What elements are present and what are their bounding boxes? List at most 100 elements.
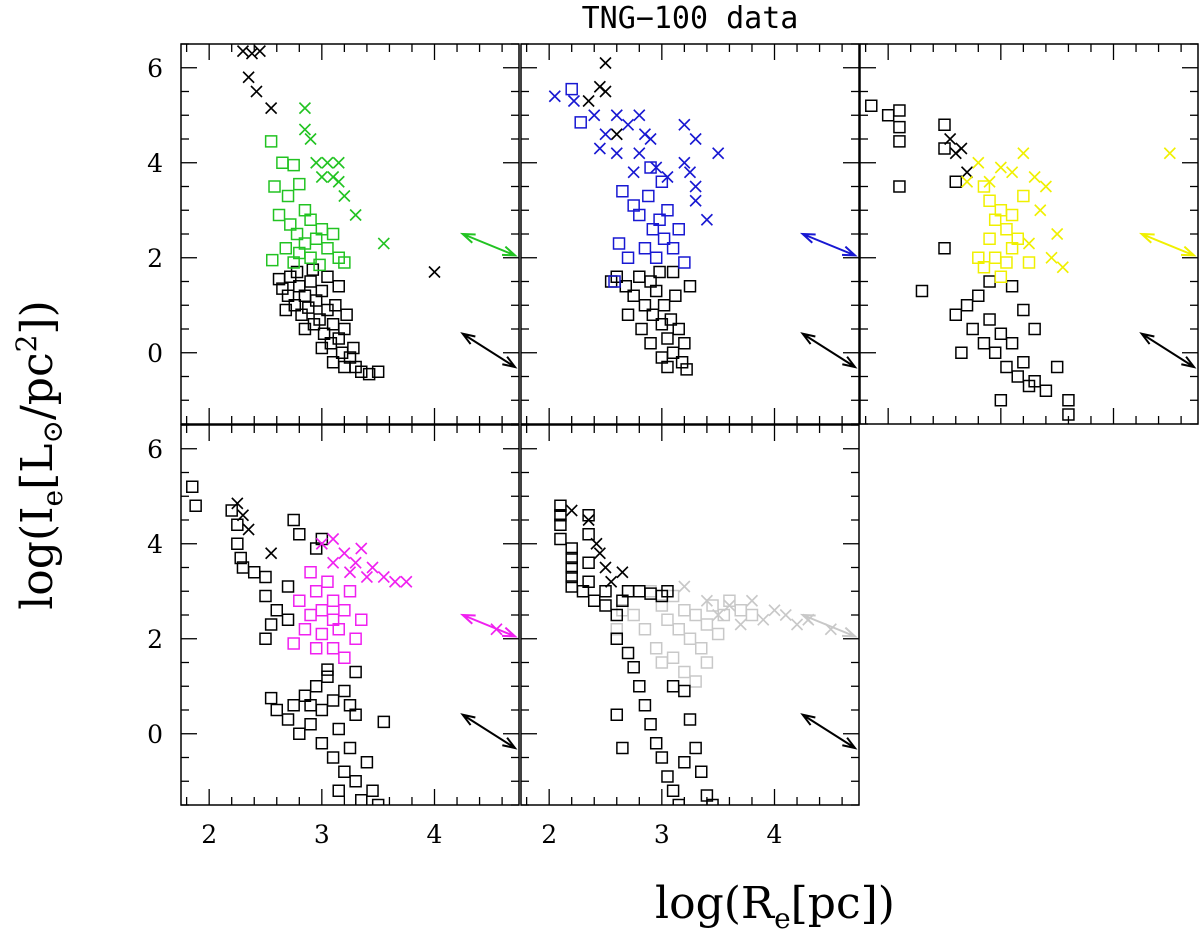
data-point-square [661, 204, 674, 217]
data-point-square [313, 258, 326, 272]
data-point-square [343, 741, 357, 755]
plot-area [236, 45, 441, 381]
data-point-square [332, 623, 345, 636]
data-point-square [326, 642, 340, 655]
data-point-square [270, 604, 284, 617]
double-arrow [1138, 232, 1197, 257]
data-point-square [355, 365, 368, 378]
data-point-cross [960, 166, 974, 179]
data-point-square [610, 623, 624, 636]
data-point-square [638, 299, 652, 312]
data-point-square [689, 675, 702, 688]
data-point-square [247, 566, 261, 579]
data-point-cross [1045, 251, 1058, 264]
y-axis-title-mid: [L [12, 444, 63, 490]
data-point-cross [1022, 237, 1036, 250]
data-point-square [377, 715, 391, 729]
data-point-square [338, 765, 351, 778]
data-point-square [264, 618, 278, 631]
data-point-cross [745, 594, 759, 607]
data-point-square [338, 651, 351, 664]
data-point-cross [683, 166, 697, 179]
data-point-square [298, 237, 312, 250]
data-point-cross [650, 161, 663, 174]
data-point-square [1028, 322, 1041, 336]
data-point-square [678, 604, 691, 617]
data-point-square [994, 327, 1008, 340]
data-point-square [321, 670, 334, 683]
data-point-square [298, 322, 312, 336]
data-point-square [983, 313, 996, 326]
y-axis-title-end: ]) [12, 300, 63, 334]
data-point-square [279, 242, 293, 255]
data-point-cross [355, 542, 368, 555]
data-point-square [1050, 360, 1064, 374]
data-point-square [893, 120, 906, 134]
x-tick-label: 2 [541, 820, 557, 849]
data-point-square [1017, 356, 1030, 369]
data-point-square [646, 308, 660, 321]
x-axis-title-sub: e [774, 902, 791, 932]
data-point-square [340, 308, 353, 321]
data-point-square [281, 580, 295, 593]
data-point-square [938, 242, 951, 255]
data-point-square [638, 242, 652, 255]
double-arrow [459, 613, 518, 638]
data-point-cross [627, 166, 640, 179]
data-point-cross [321, 156, 334, 169]
data-point-square [321, 270, 334, 283]
data-point-square [972, 251, 985, 264]
data-point-square [355, 613, 368, 626]
data-point-square [321, 663, 334, 676]
data-point-square [983, 232, 996, 245]
data-point-cross [983, 175, 996, 188]
data-point-square [338, 604, 351, 617]
data-point-cross [700, 594, 713, 607]
double-arrow [799, 232, 858, 257]
data-point-cross [428, 265, 441, 279]
data-point-square [326, 227, 340, 241]
data-point-square [599, 599, 612, 612]
data-point-cross [678, 580, 691, 593]
data-point-square [893, 104, 906, 117]
svg-text:log(Ie[L⊙/pc2]): log(Ie[L⊙/pc2]) [10, 300, 69, 610]
data-point-cross [955, 142, 968, 155]
data-point-square [338, 360, 351, 374]
data-point-square [646, 223, 660, 236]
data-point-square [272, 208, 286, 222]
plot-area [865, 99, 1176, 421]
data-point-square [689, 741, 702, 755]
data-point-cross [610, 128, 623, 141]
y-axis-title: log(Ie[L⊙/pc2]) [10, 300, 69, 610]
data-point-square [938, 118, 951, 131]
x-tick-label: 4 [427, 820, 443, 849]
data-point-square [893, 135, 906, 148]
data-point-cross [633, 147, 646, 160]
data-point-cross [332, 156, 345, 169]
data-point-square [983, 275, 996, 288]
data-point-square [338, 256, 351, 269]
x-tick-label: 3 [654, 820, 670, 849]
data-point-cross [327, 556, 340, 569]
x-tick-label: 2 [201, 820, 217, 849]
data-point-square [678, 756, 691, 769]
data-point-square [678, 337, 691, 350]
data-point-square [304, 718, 317, 731]
data-point-square [672, 798, 685, 805]
data-point-square [231, 537, 244, 550]
data-point-cross [599, 85, 612, 98]
data-point-square [234, 551, 247, 565]
data-point-square [966, 322, 979, 336]
y-tick-label: 6 [147, 54, 163, 83]
data-point-square [635, 322, 648, 336]
data-point-cross [593, 547, 606, 560]
data-point-square [293, 594, 306, 607]
data-point-square [574, 116, 587, 129]
data-point-square [264, 691, 278, 705]
data-point-cross [1006, 166, 1019, 179]
data-point-square [612, 237, 626, 250]
data-point-square [666, 265, 680, 279]
data-point-cross [253, 45, 266, 58]
data-point-square [259, 570, 272, 584]
data-point-square [343, 699, 357, 712]
